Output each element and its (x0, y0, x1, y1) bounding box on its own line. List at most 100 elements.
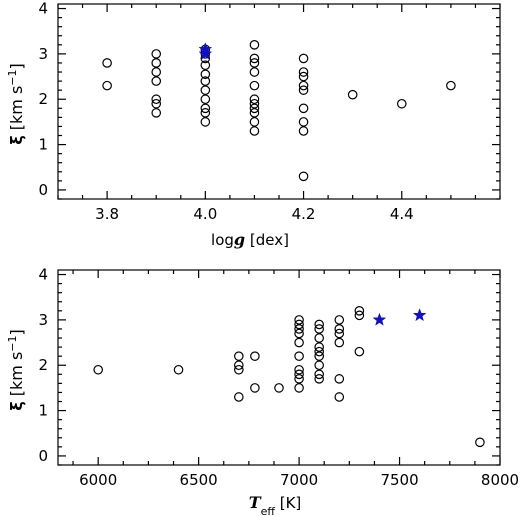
data-point (234, 392, 244, 402)
x-tick-label: 4.2 (292, 205, 316, 223)
data-point (200, 69, 211, 80)
data-point (314, 342, 324, 352)
data-point (314, 360, 324, 371)
data-point (334, 392, 345, 402)
data-point (354, 310, 365, 321)
data-point (298, 117, 309, 127)
data-point (249, 58, 260, 68)
ylabel-xi-top: ξ [km s−1] (6, 63, 27, 145)
data-point (151, 94, 162, 105)
y-tick-label: 1 (38, 136, 48, 154)
data-point (294, 351, 304, 361)
y-tick-label: 4 (38, 266, 48, 284)
data-point (314, 324, 324, 334)
data-point (294, 337, 304, 348)
data-point (102, 80, 112, 91)
y-tick-label: 1 (38, 402, 48, 420)
data-point (249, 126, 260, 136)
x-tick-label: 3.8 (95, 205, 119, 223)
x-tick-label: 4.4 (390, 205, 414, 223)
data-point (151, 49, 162, 59)
data-point (298, 103, 309, 114)
x-tick-label: 4.0 (193, 205, 217, 223)
data-point (274, 383, 284, 393)
data-point (102, 58, 112, 68)
data-point (334, 328, 345, 339)
data-point (200, 103, 211, 114)
panel-logg: logg [dex] ξ [km s−1] 3.8 4.0 4.2 4.4 0 1 2 3 4 (6, 0, 501, 249)
data-point (314, 351, 324, 361)
y-tick-label: 4 (38, 0, 48, 18)
data-point (173, 364, 184, 375)
data-point (294, 374, 304, 384)
data-point (334, 337, 345, 348)
data-point (334, 324, 345, 334)
data-point (249, 98, 260, 109)
y-tick-label: 3 (38, 311, 48, 329)
data-point (446, 80, 456, 91)
data-point (294, 364, 304, 375)
data-point (294, 369, 304, 380)
data-point (200, 85, 211, 95)
xlabel-teff: Teff [K] (249, 493, 302, 516)
x-tick-label: 7500 (380, 471, 418, 489)
y-tick-label: 3 (38, 45, 48, 63)
data-point (200, 108, 211, 118)
data-point (314, 346, 324, 357)
data-point (200, 94, 211, 105)
data-point (354, 346, 365, 357)
ylabel-xi-bottom: ξ [km s−1] (6, 329, 27, 411)
data-point (249, 80, 260, 91)
data-point (294, 315, 304, 325)
data-point (298, 85, 309, 95)
x-tick-label: 6500 (180, 471, 218, 489)
panel-teff: Teff [K] ξ [km s−1] 6000 6500 7000 7500 8000… (6, 266, 520, 516)
data-point (334, 315, 345, 325)
data-point (93, 364, 103, 375)
data-point (250, 383, 260, 393)
data-point (249, 67, 260, 77)
data-point (354, 306, 365, 316)
data-point (314, 369, 324, 380)
data-point (294, 324, 304, 334)
data-point (314, 319, 324, 330)
data-point (298, 126, 309, 136)
y-tick-label: 2 (38, 356, 48, 374)
data-point (249, 40, 260, 50)
y-tick-label: 2 (38, 90, 48, 108)
data-point (200, 76, 211, 86)
data-point (396, 98, 407, 109)
data-point (200, 60, 211, 71)
data-point (298, 171, 309, 182)
data-point (234, 360, 244, 371)
data-point (250, 351, 260, 361)
plot-frame (57, 269, 501, 466)
xlabel-logg: logg [dex] (211, 230, 289, 249)
x-tick-label: 6000 (79, 471, 117, 489)
plot-frame (57, 3, 501, 200)
x-tick-label: 8000 (481, 471, 519, 489)
data-point (249, 94, 260, 105)
data-point (314, 374, 324, 384)
data-point (298, 53, 309, 64)
y-tick-label: 0 (38, 447, 48, 465)
data-point (151, 98, 162, 109)
star-point (198, 46, 213, 60)
data-point (234, 351, 244, 361)
x-tick-label: 7000 (280, 471, 318, 489)
data-point (298, 71, 309, 82)
star-point (372, 312, 387, 326)
y-tick-label: 0 (38, 181, 48, 199)
data-point (334, 374, 345, 384)
star-point (412, 308, 427, 322)
data-point (200, 117, 211, 127)
data-point (314, 333, 324, 343)
data-point (298, 67, 309, 77)
data-point (294, 319, 304, 330)
data-point (151, 108, 162, 118)
data-point (249, 117, 260, 127)
data-point (249, 108, 260, 118)
data-point (249, 103, 260, 114)
data-point (347, 89, 358, 100)
